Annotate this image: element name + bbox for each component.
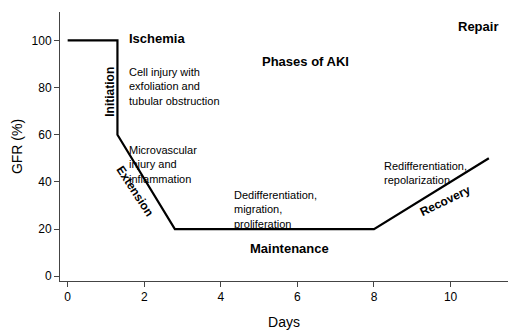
svg-text:Recovery: Recovery [418, 183, 473, 219]
svg-text:4: 4 [217, 290, 224, 304]
svg-text:80: 80 [38, 81, 52, 95]
svg-text:60: 60 [38, 128, 52, 142]
svg-text:0: 0 [64, 290, 71, 304]
svg-text:Dedifferentiation,migration,pr: Dedifferentiation,migration,proliferatio… [234, 189, 317, 230]
svg-text:2: 2 [141, 290, 148, 304]
svg-text:Initiation: Initiation [103, 67, 117, 117]
svg-text:20: 20 [38, 222, 52, 236]
svg-text:Maintenance: Maintenance [250, 241, 329, 256]
svg-text:Extension: Extension [113, 163, 156, 219]
svg-text:Cell injury withexfoliation an: Cell injury withexfoliation andtubular o… [129, 66, 220, 107]
svg-text:6: 6 [294, 290, 301, 304]
svg-text:Ischemia: Ischemia [129, 31, 185, 46]
svg-text:Microvascularinjury andinflamm: Microvascularinjury andinflammation [129, 144, 197, 185]
svg-text:GFR (%): GFR (%) [9, 119, 25, 174]
svg-text:Redifferentiation,repolarizati: Redifferentiation,repolarization [384, 160, 467, 186]
svg-text:0: 0 [45, 269, 52, 283]
svg-text:Phases of AKI: Phases of AKI [262, 54, 349, 69]
svg-text:8: 8 [371, 290, 378, 304]
svg-text:100: 100 [32, 34, 52, 48]
svg-text:40: 40 [38, 175, 52, 189]
svg-text:Repair: Repair [458, 19, 498, 34]
svg-text:Days: Days [268, 314, 300, 330]
svg-text:10: 10 [444, 290, 458, 304]
